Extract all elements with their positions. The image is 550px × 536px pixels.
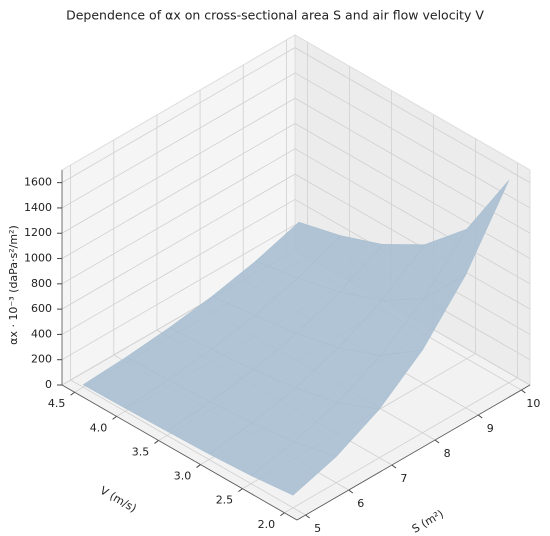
grid-line [294,47,531,183]
x-tick [521,389,526,394]
y-tick [154,440,159,444]
y-tick-label: 2.5 [216,494,234,507]
grid-line [61,173,296,310]
y-tick [70,391,75,396]
z-tick-label: 1000 [24,252,52,265]
chart-title: Dependence of αx on cross-sectional area… [66,8,484,23]
y-tick-label: 3.5 [132,445,150,458]
x-tick [348,489,354,494]
x-tick-label: 7 [400,472,407,485]
y-tick [280,512,285,517]
grid-line [61,224,296,361]
x-axis-label: S (m²) [410,507,446,535]
y-tick [112,415,117,420]
surface-patch [250,441,337,496]
grid-line [70,379,306,516]
x-tick [391,464,397,469]
z-axis-label: αx · 10⁻³ (daPa·s²/m²) [7,225,20,345]
y-axis-label: V (m/s) [98,484,139,515]
y-tick-label: 2.0 [258,518,276,531]
grid-line [61,72,296,209]
grid-line [61,47,296,183]
x-tick [305,514,310,519]
y-tick-label: 4.0 [90,421,108,434]
z-tick-label: 1600 [24,176,52,189]
grid-line [294,72,531,209]
y-tick [238,488,243,493]
z-tick-label: 1200 [24,226,52,239]
z-tick-label: 600 [31,302,52,315]
grid-line [61,199,296,335]
grid-line [61,123,296,259]
grid-line [294,123,531,259]
grid-line [294,148,531,285]
z-tick-label: 1400 [24,201,52,214]
z-tick-label: 0 [45,378,52,391]
x-tick [434,439,440,444]
z-tick-label: 200 [31,353,52,366]
x-tick-label: 6 [357,497,364,510]
grid-line [284,377,518,514]
x-tick-label: 8 [444,447,451,460]
grid-line [294,173,531,310]
z-tick-label: 800 [31,277,52,290]
y-tick [196,464,201,468]
axis-line [296,384,531,521]
grid-line [61,148,296,285]
grid-line [61,97,296,234]
z-tick-label: 400 [31,327,52,340]
x-tick-label: 10 [526,397,540,410]
y-tick-label: 4.5 [48,397,66,410]
x-tick [477,414,483,419]
y-tick-label: 3.0 [174,470,192,483]
x-tick-label: 5 [314,522,321,535]
x-tick-label: 9 [487,422,494,435]
axis-line [61,384,298,521]
